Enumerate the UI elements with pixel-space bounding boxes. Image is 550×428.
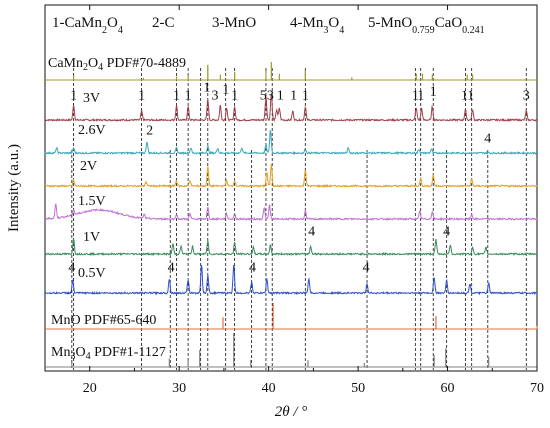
phase-legend-item: 4-Mn3O4 xyxy=(290,15,344,36)
series-layer xyxy=(44,62,538,368)
peak-annotation: 4 xyxy=(363,260,370,275)
series-label: 0.5V xyxy=(78,266,106,281)
peak-annotation: 1 xyxy=(430,85,437,100)
xrd-pattern-line xyxy=(44,93,538,123)
phase-legend-item: 2-C xyxy=(152,15,175,31)
peak-annotation: 1 xyxy=(467,89,474,104)
peak-annotation: 1 xyxy=(290,89,297,104)
series-label: 2.6V xyxy=(78,123,106,138)
peak-annotation: 3 xyxy=(267,89,274,104)
peak-annotation: 4 xyxy=(443,225,450,240)
x-tick-label: 60 xyxy=(441,381,455,396)
series-label: CaMn2O4 PDF#70-4889 xyxy=(48,56,186,73)
peak-annotation: 4 xyxy=(168,260,175,275)
plot-frame xyxy=(44,4,538,372)
peak-annotation: 4 xyxy=(68,260,75,275)
xrd-pattern-line xyxy=(44,130,538,156)
series-label: Mn3O4 PDF#1-1127 xyxy=(51,345,166,362)
peak-annotation: 3 xyxy=(211,89,218,104)
series-label: 2V xyxy=(80,159,97,174)
y-axis-label: Intensity (a.u.) xyxy=(6,144,22,232)
peak-annotation: 2 xyxy=(146,124,153,139)
peak-annotation: 1 xyxy=(222,83,229,98)
peak-annotation: 1 xyxy=(412,89,419,104)
x-tick-label: 20 xyxy=(83,381,97,396)
peak-annotation: 1 xyxy=(302,89,309,104)
series-label: 1.5V xyxy=(78,194,106,209)
x-axis: 20 30 40 50 60 70 xyxy=(44,5,544,396)
plot-frame-group xyxy=(44,4,538,372)
x-axis-label: 2θ / ° xyxy=(275,404,308,420)
xrd-pattern-line xyxy=(44,264,538,296)
peak-annotation: 3 xyxy=(523,89,530,104)
peak-annotation: 5 xyxy=(260,89,267,104)
peak-annotation: 4 xyxy=(308,225,315,240)
peak-annotation: 1 xyxy=(138,89,145,104)
series-label: MnO PDF#65-640 xyxy=(51,313,156,328)
xrd-pattern-line xyxy=(44,238,538,257)
series-labels: CaMn2O4 PDF#70-4889 3V 2.6V 2V 1.5V 1V 0.5V MnO… xyxy=(48,56,186,362)
peak-annotation: 1 xyxy=(417,89,424,104)
xrd-pattern-line xyxy=(44,163,538,189)
phase-legend-item: 3-MnO xyxy=(212,15,256,31)
phase-legend: 1-CaMn2O4 2-C 3-MnO 4-Mn3O4 5-MnO0.759CaO0.2… xyxy=(52,15,485,36)
peak-annotation: 1 xyxy=(70,89,77,104)
peak-annotation: 1 xyxy=(203,81,210,96)
x-tick-label: 40 xyxy=(262,381,276,396)
peak-annotation: 1 xyxy=(185,89,192,104)
x-tick-label: 50 xyxy=(351,381,365,396)
peak-annotation: 1 xyxy=(173,89,180,104)
peak-annotation: 1 xyxy=(461,89,468,104)
series-label: 3V xyxy=(83,91,100,106)
peak-annotation: 4 xyxy=(484,132,491,147)
x-tick-label: 70 xyxy=(530,381,544,396)
series-label: 1V xyxy=(83,230,100,245)
phase-legend-item: 5-MnO0.759CaO0.241 xyxy=(368,15,485,36)
peak-annotation: 1 xyxy=(231,89,238,104)
x-tick-label: 30 xyxy=(172,381,186,396)
peak-annotation: 1 xyxy=(277,89,284,104)
phase-legend-item: 1-CaMn2O4 xyxy=(52,15,123,36)
peak-annotation: 4 xyxy=(249,260,256,275)
xrd-pattern-line xyxy=(44,203,538,222)
